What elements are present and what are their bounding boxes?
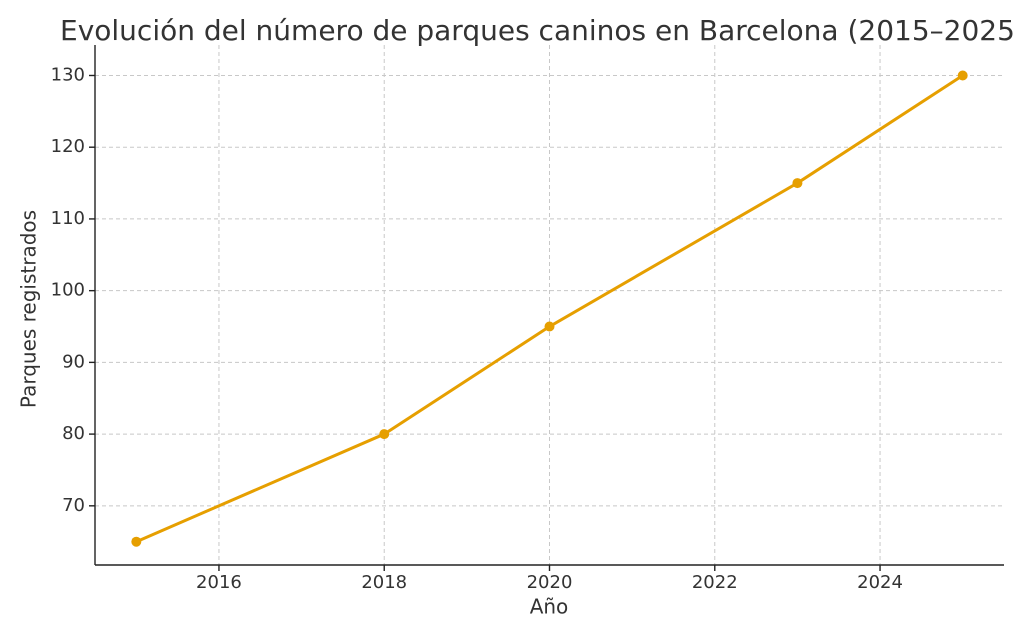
point — [131, 536, 142, 547]
x-tick-label: 2024 — [857, 572, 903, 593]
chart-title: Evolución del número de parques caninos … — [60, 14, 1015, 47]
x-axis-label: Año — [530, 595, 569, 619]
y-tick-label: 70 — [62, 495, 85, 516]
y-axis-label: Parques registrados — [17, 210, 41, 408]
y-tick-label: 130 — [51, 64, 85, 85]
x-tick-label: 2022 — [692, 572, 738, 593]
y-tick-label: 120 — [51, 136, 85, 157]
x-tick-label: 2020 — [527, 572, 573, 593]
x-tick-label: 2018 — [361, 572, 407, 593]
y-tick-label: 80 — [62, 423, 85, 444]
y-tick-label: 90 — [62, 351, 85, 372]
y-tick-label: 110 — [51, 208, 85, 229]
point — [544, 321, 555, 332]
x-tick-label: 2016 — [196, 572, 242, 593]
point — [957, 70, 968, 81]
point — [379, 429, 390, 440]
y-tick-label: 100 — [51, 280, 85, 301]
point — [792, 178, 803, 189]
